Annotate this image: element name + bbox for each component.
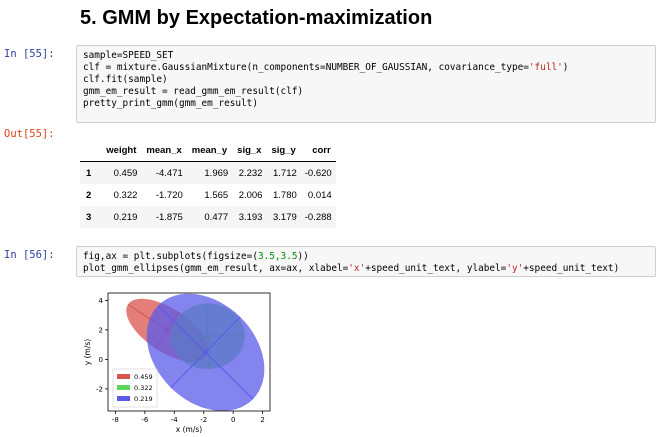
input-prompt-55: In [55]: — [4, 48, 55, 60]
code-line: plot_gmm_ellipses(gmm_em_result, ax=ax, … — [83, 263, 649, 275]
x-tick-label: -2 — [200, 416, 207, 424]
x-tick-label: 2 — [260, 416, 264, 424]
table-cell: -1.875 — [155, 211, 183, 223]
column-header: sig_y — [266, 140, 301, 162]
column-header: corr — [300, 140, 336, 162]
code-text: ) — [562, 62, 569, 73]
legend-label: 0.219 — [134, 395, 153, 403]
row-index: 2 — [86, 189, 92, 201]
table-cell: 0.219 — [113, 211, 138, 223]
code-line: clf = mixture.GaussianMixture(n_componen… — [83, 62, 649, 74]
table-cell: 1.780 — [272, 189, 297, 201]
code-text: fig,ax = plt.subplots(figsize=( — [83, 251, 258, 262]
y-tick-label: -2 — [96, 385, 103, 393]
legend-swatch — [117, 385, 130, 390]
code-text: plot_gmm_ellipses(gmm_em_result, ax=ax, … — [83, 263, 349, 274]
code-string: 'x' — [348, 263, 366, 274]
code-text: +speed_unit_text) — [523, 263, 620, 274]
code-line: clf.fit(sample) — [83, 74, 168, 85]
y-tick-label: 0 — [99, 356, 103, 364]
code-line: fig,ax = plt.subplots(figsize=(3.5,3.5)) — [83, 251, 649, 263]
code-text: +speed_unit_text, ylabel= — [365, 263, 507, 274]
table-cell: 1.969 — [204, 167, 229, 179]
input-prompt-56: In [56]: — [4, 249, 55, 261]
output-prompt-55: Out[55]: — [4, 128, 55, 140]
column-header: sig_x — [232, 140, 267, 162]
plot-legend: 0.459 0.322 0.219 — [112, 368, 158, 408]
table-cell: 1.565 — [204, 189, 229, 201]
gmm-ellipse-plot: -8 -6 -4 -2 0 2 -2 0 2 4 x (m/s) y (m/s) 0.459 0.3… — [83, 292, 271, 433]
y-tick-label: 4 — [99, 297, 104, 305]
x-tick-label: -4 — [171, 416, 179, 424]
code-line: gmm_em_result = read_gmm_em_result(clf) — [83, 86, 304, 97]
row-index: 3 — [86, 211, 92, 223]
ellipse-layer — [126, 293, 265, 411]
table-cell: 0.477 — [204, 211, 229, 223]
table-cell: 1.712 — [272, 167, 297, 179]
code-cell-55[interactable]: sample=SPEED_SET clf = mixture.GaussianM… — [76, 45, 656, 123]
tick-layer: -8 -6 -4 -2 0 2 -2 0 2 4 — [96, 297, 265, 424]
section-heading: 5. GMM by Expectation-maximization — [80, 7, 433, 29]
table-row: 2 0.322 -1.720 1.565 2.006 1.780 0.014 — [80, 184, 336, 206]
code-line: pretty_print_gmm(gmm_em_result) — [83, 98, 258, 109]
ellipse-center-point — [203, 350, 208, 355]
table-cell: 2.232 — [238, 167, 263, 179]
code-line: sample=SPEED_SET — [83, 50, 174, 61]
row-index: 1 — [86, 167, 92, 179]
x-tick-label: 0 — [231, 416, 235, 424]
code-text: clf = mixture.GaussianMixture(n_componen… — [83, 62, 529, 73]
code-number: 3.5,3.5 — [257, 251, 298, 262]
code-text: )) — [297, 251, 309, 262]
table-cell: 3.179 — [272, 211, 297, 223]
legend-label: 0.459 — [134, 373, 153, 381]
code-string: 'full' — [528, 62, 563, 73]
gmm-result-table: weight mean_x mean_y sig_x sig_y corr 1 … — [80, 140, 336, 228]
column-header: weight — [101, 140, 142, 162]
legend-swatch — [117, 374, 130, 379]
code-string: 'y' — [506, 263, 524, 274]
column-header: mean_x — [141, 140, 187, 162]
table-cell: 0.322 — [113, 189, 138, 201]
y-axis-label: y (m/s) — [83, 339, 92, 365]
column-header — [80, 140, 102, 162]
table-row: 3 0.219 -1.875 0.477 3.193 3.179 -0.288 — [80, 206, 336, 228]
legend-swatch — [117, 396, 130, 401]
table-cell: 3.193 — [238, 211, 263, 223]
legend-label: 0.322 — [134, 384, 153, 392]
table-cell: 0.014 — [307, 189, 332, 201]
y-tick-label: 2 — [99, 326, 103, 334]
table-cell: -1.720 — [155, 189, 183, 201]
column-header: mean_y — [186, 140, 233, 162]
table-header-row: weight mean_x mean_y sig_x sig_y corr — [80, 140, 336, 162]
x-axis-label: x (m/s) — [176, 425, 202, 433]
table-cell: -0.288 — [304, 211, 332, 223]
table-row: 1 0.459 -4.471 1.969 2.232 1.712 -0.620 — [80, 161, 336, 184]
x-tick-label: -6 — [141, 416, 149, 424]
plot-frame — [107, 292, 271, 412]
table-cell: 0.459 — [113, 167, 138, 179]
table-cell: 2.006 — [238, 189, 263, 201]
x-tick-label: -8 — [112, 416, 119, 424]
table-cell: -0.620 — [304, 167, 332, 179]
code-cell-56[interactable]: fig,ax = plt.subplots(figsize=(3.5,3.5))… — [76, 246, 656, 277]
table-cell: -4.471 — [155, 167, 183, 179]
